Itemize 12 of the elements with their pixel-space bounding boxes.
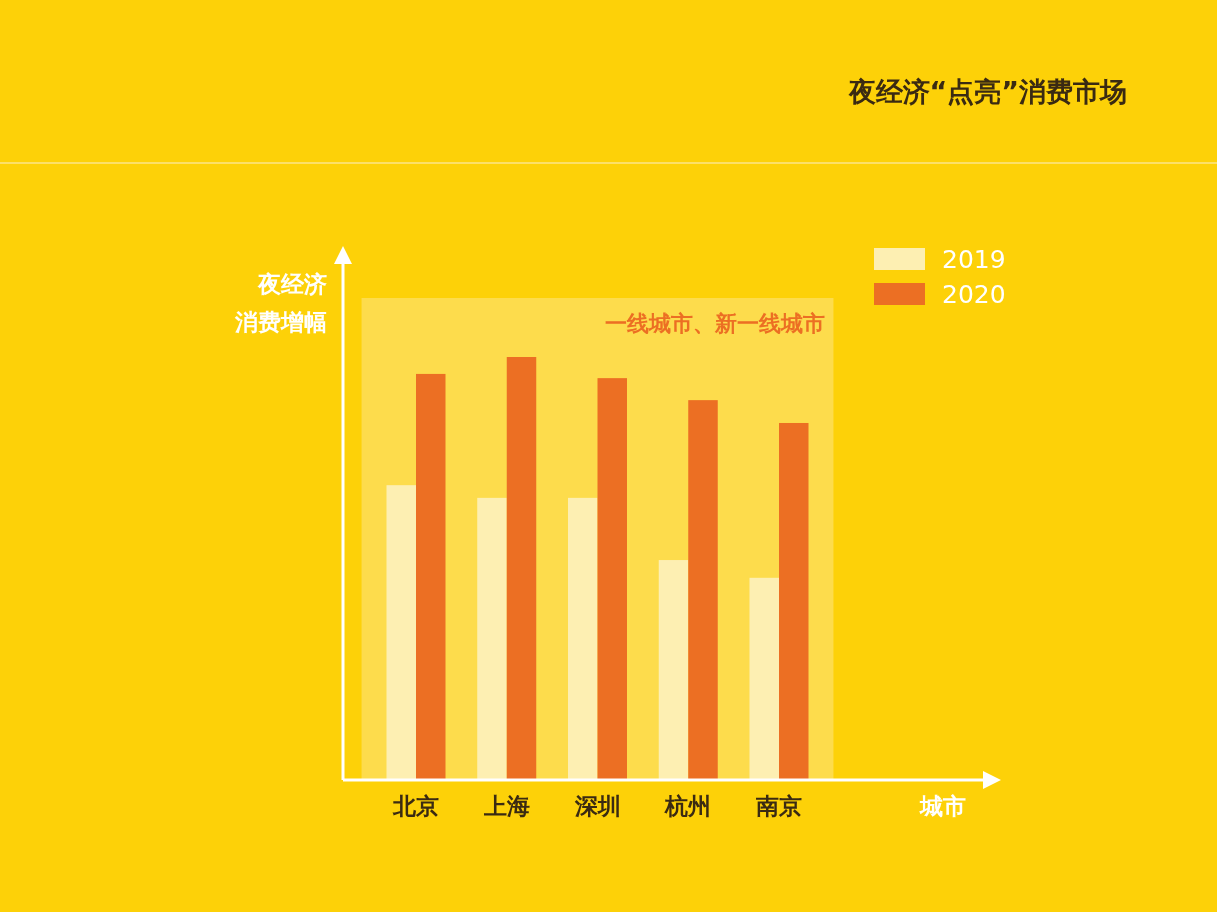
ylabel: 消费增幅 xyxy=(235,309,327,335)
xtick: 深圳 xyxy=(574,793,621,819)
xtick: 北京 xyxy=(393,793,439,819)
legend-text: 2020 xyxy=(942,280,1006,309)
xtick: 上海 xyxy=(483,793,530,819)
legend-text: 2019 xyxy=(942,245,1006,274)
band-label: 一线城市、新一线城市 xyxy=(605,311,826,336)
xtick: 杭州 xyxy=(665,793,712,819)
ylabel: 夜经济 xyxy=(258,271,327,297)
title: 夜经济“点亮”消费市场 xyxy=(848,76,1127,107)
xtick: 南京 xyxy=(756,793,802,819)
xlabel: 城市 xyxy=(920,793,966,819)
